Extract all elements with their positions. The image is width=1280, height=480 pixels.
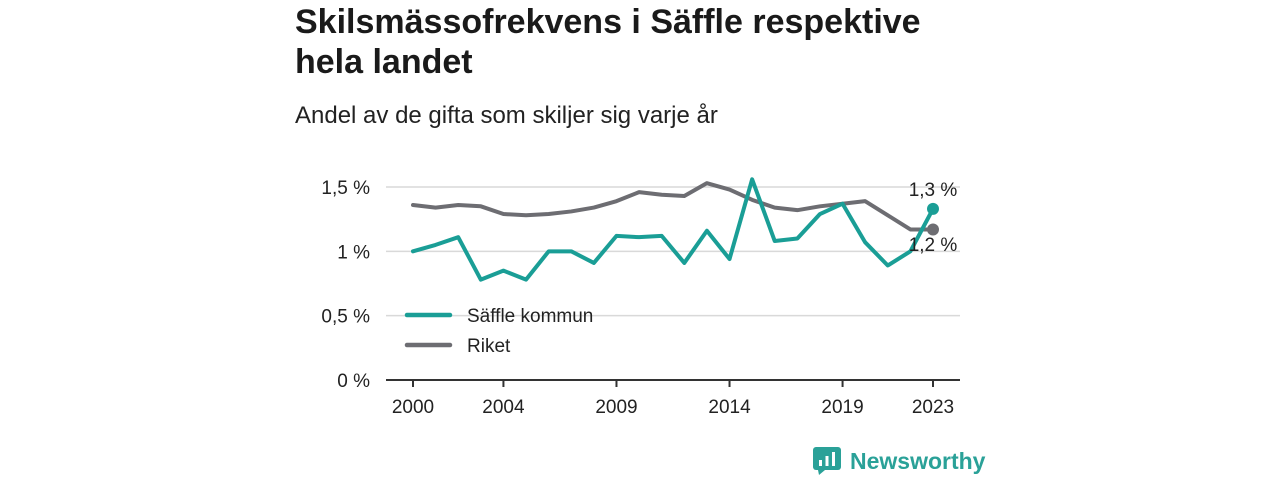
end-point xyxy=(927,223,939,236)
y-axis-ticks: 0 % 0,5 % 1 % 1,5 % xyxy=(321,178,370,392)
x-tick-label: 2004 xyxy=(482,397,525,418)
chart-title: Skilsmässofrekvens i Säffle respektive h… xyxy=(295,3,921,81)
series-lines xyxy=(411,177,939,282)
end-label: 1,2 % xyxy=(909,235,958,256)
legend: Säffle kommun Riket xyxy=(404,306,593,357)
y-tick-label: 1,5 % xyxy=(321,178,370,199)
x-tick-label: 2023 xyxy=(912,397,954,418)
y-tick-label: 0,5 % xyxy=(321,307,370,328)
x-tick-label: 2014 xyxy=(708,397,751,418)
x-tick-label: 2009 xyxy=(595,397,637,418)
series-line-säffle-kommun xyxy=(411,177,935,282)
y-tick-label: 0 % xyxy=(337,371,370,392)
y-tick-label: 1 % xyxy=(337,242,370,263)
end-labels: 1,3 % 1,2 % xyxy=(909,180,958,256)
newsworthy-logo-icon xyxy=(813,447,841,475)
end-label: 1,3 % xyxy=(909,180,958,201)
series-line-riket xyxy=(411,181,935,232)
brand-name: Newsworthy xyxy=(850,447,986,474)
x-tick-label: 2019 xyxy=(821,397,863,418)
chart-subtitle: Andel av de gifta som skiljer sig varje … xyxy=(295,102,718,129)
end-point xyxy=(927,202,939,215)
legend-label: Säffle kommun xyxy=(467,306,593,327)
x-tick-label: 2000 xyxy=(392,397,434,418)
brand-logo: Newsworthy xyxy=(813,444,985,478)
x-axis: 2000 2004 2009 2014 2019 2023 xyxy=(386,379,960,418)
legend-label: Riket xyxy=(467,336,511,357)
